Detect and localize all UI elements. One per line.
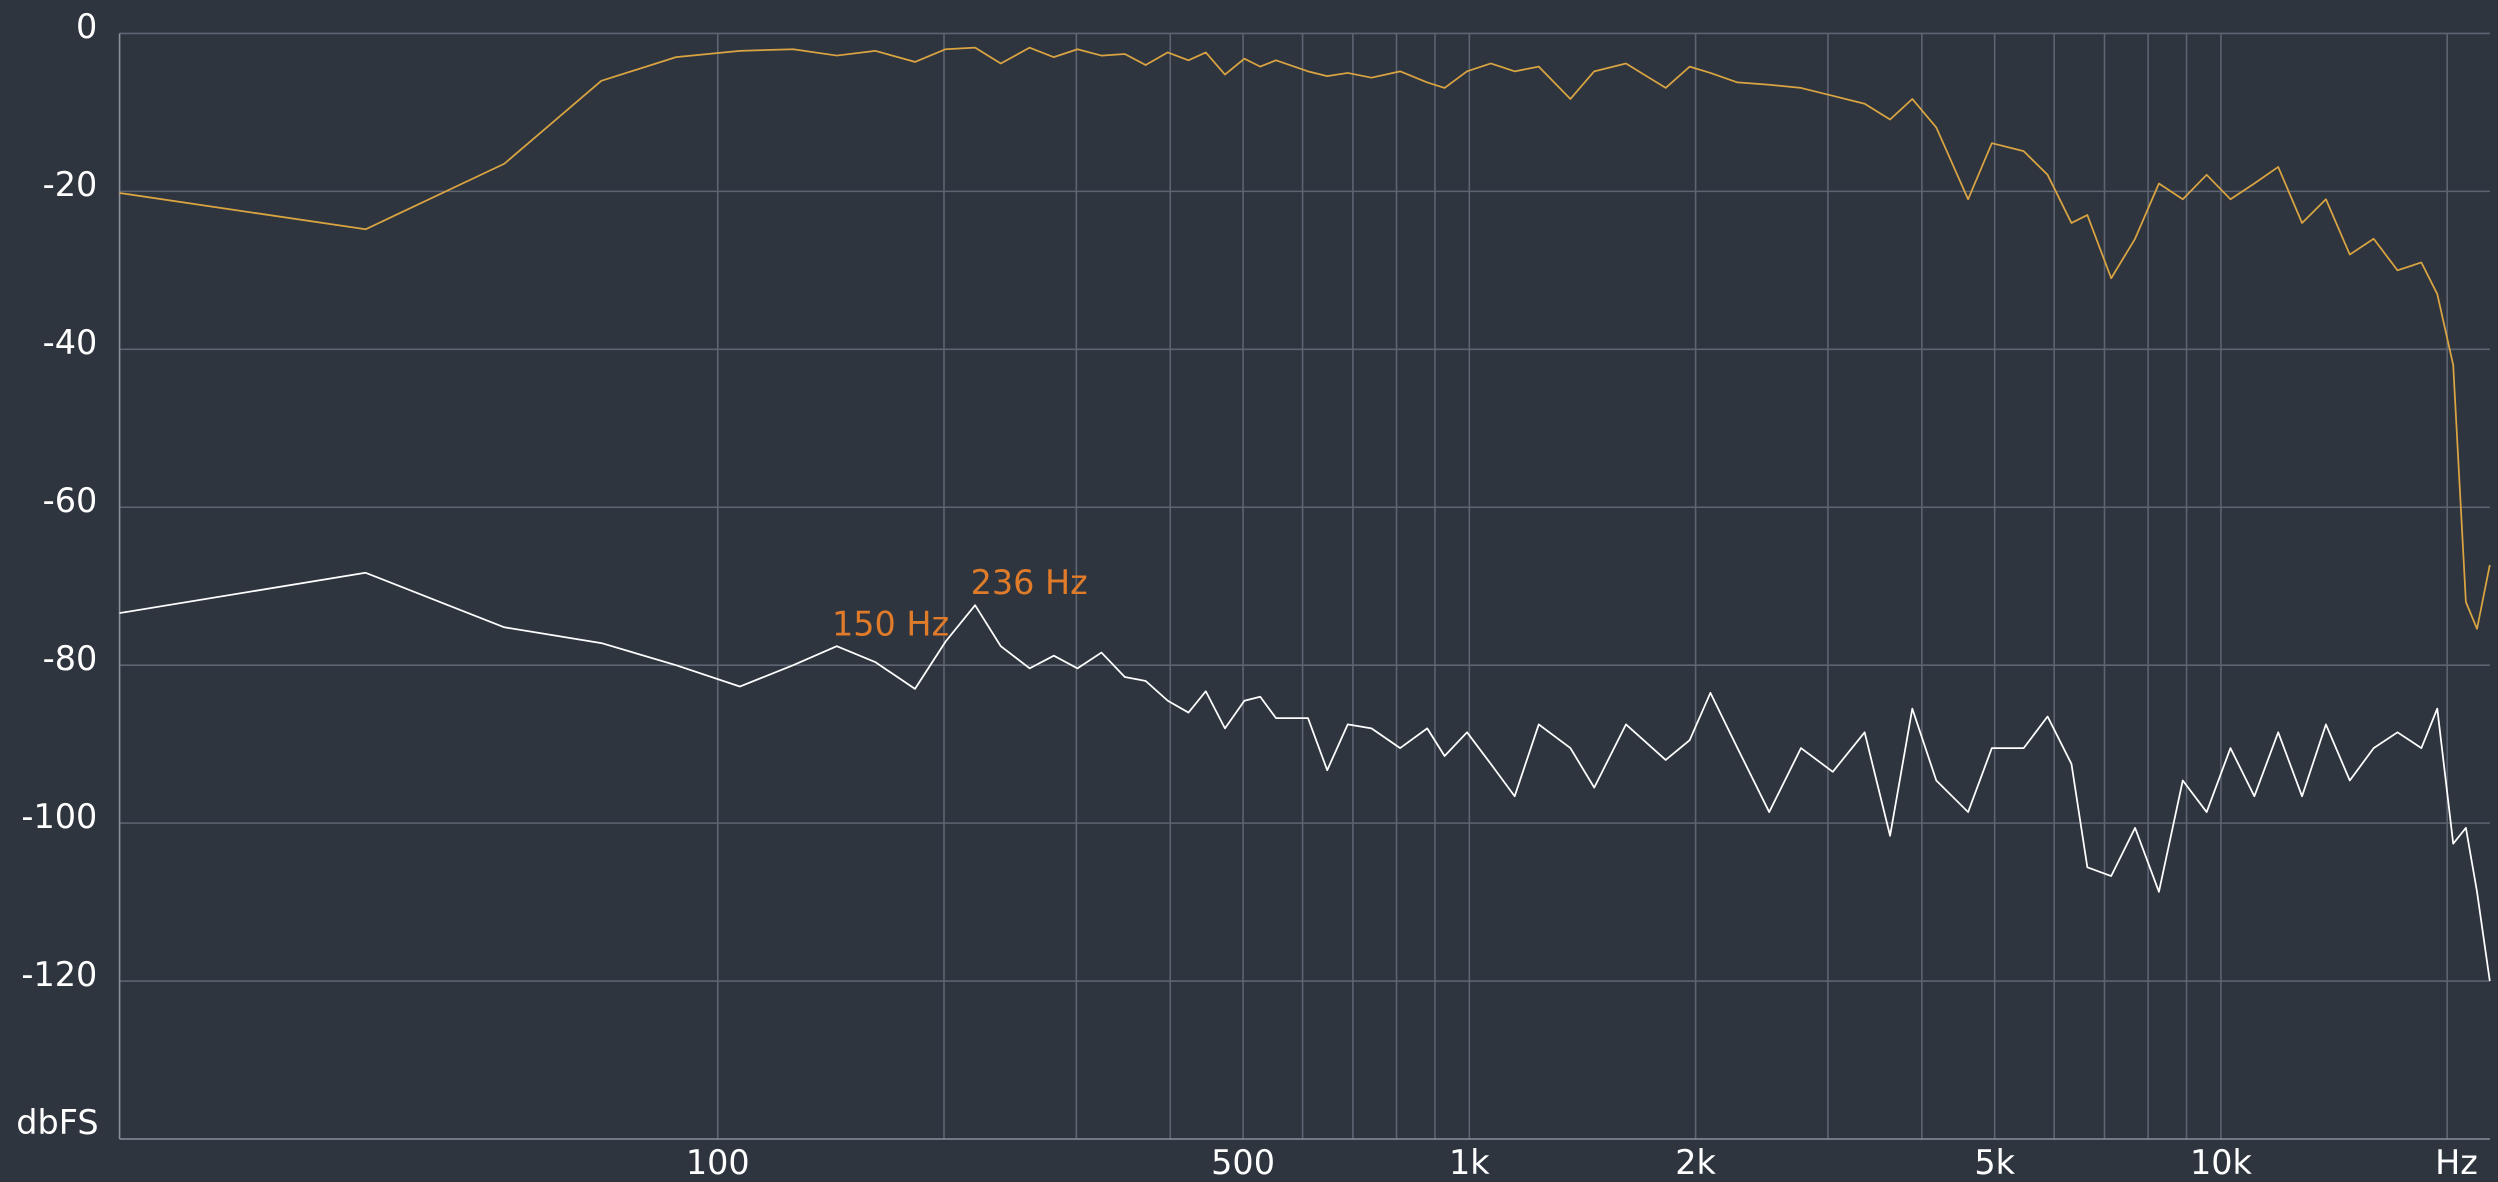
y-axis-label: dbFS: [16, 1103, 98, 1142]
spectrum-line: [119, 46, 2491, 630]
peak-annotation: 150 Hz: [832, 605, 949, 644]
y-tick-label: 0: [76, 7, 97, 46]
x-axis-label: Hz: [2435, 1143, 2478, 1182]
x-tick-label: 500: [1211, 1143, 1275, 1182]
x-tick-label: 5k: [1974, 1143, 2015, 1182]
y-tick-label: -100: [21, 797, 97, 836]
x-tick-label: 2k: [1675, 1143, 1716, 1182]
y-tick-label: -120: [21, 955, 97, 994]
peak-annotation: 236 Hz: [971, 563, 1088, 602]
y-tick-label: -80: [43, 639, 98, 678]
x-tick-label: 10k: [2190, 1143, 2253, 1182]
y-tick-label: -20: [43, 165, 98, 204]
spectrum-line: [119, 571, 2491, 982]
y-tick-label: -40: [43, 323, 98, 362]
x-tick-label: 100: [686, 1143, 750, 1182]
x-tick-label: 1k: [1449, 1143, 1490, 1182]
y-tick-label: -60: [43, 481, 98, 520]
